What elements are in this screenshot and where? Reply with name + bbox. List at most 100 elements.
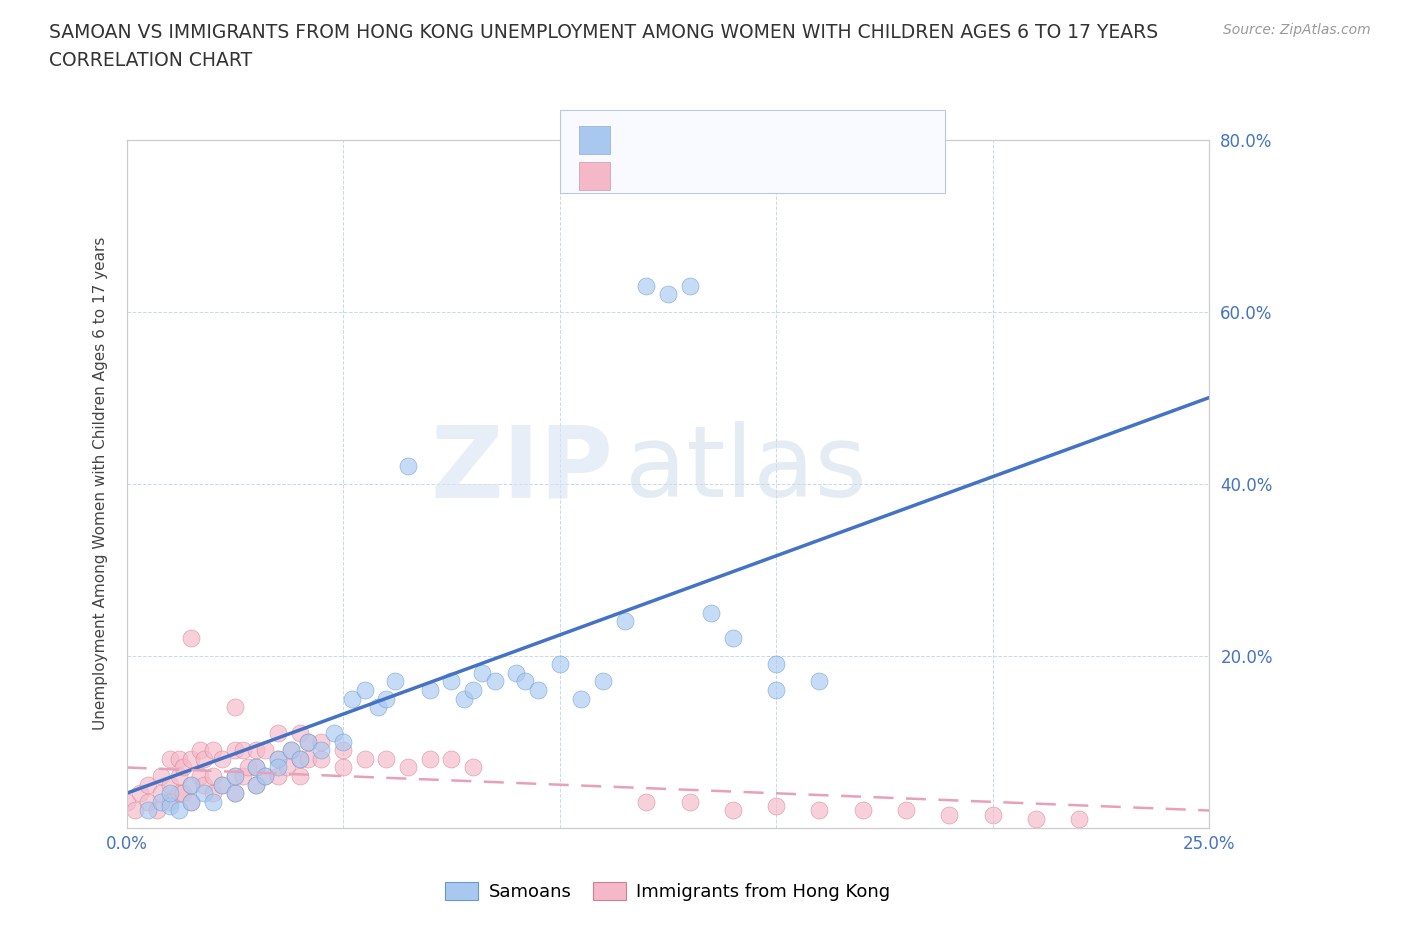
Point	[636, 278, 658, 293]
Point	[311, 751, 333, 766]
Point	[332, 735, 354, 750]
Point	[150, 768, 173, 783]
Legend: Samoans, Immigrants from Hong Kong: Samoans, Immigrants from Hong Kong	[437, 874, 898, 908]
Point	[484, 674, 506, 689]
Point	[396, 760, 419, 775]
Point	[136, 777, 159, 792]
Point	[211, 751, 233, 766]
Text: ZIP: ZIP	[430, 421, 614, 518]
Point	[453, 691, 475, 706]
Point	[1069, 812, 1091, 827]
Point	[245, 760, 267, 775]
Point	[527, 683, 550, 698]
Point	[419, 683, 441, 698]
Point	[159, 777, 181, 792]
Point	[267, 768, 290, 783]
Point	[202, 786, 225, 801]
Point	[232, 743, 254, 758]
Point	[353, 751, 375, 766]
Text: -0.122: -0.122	[666, 167, 731, 185]
Point	[569, 691, 592, 706]
Point	[808, 674, 831, 689]
Point	[150, 786, 173, 801]
Point	[267, 751, 290, 766]
Point	[513, 674, 536, 689]
Point	[657, 287, 679, 302]
Point	[613, 614, 636, 629]
Point	[136, 794, 159, 809]
Point	[808, 804, 831, 818]
Point	[267, 725, 290, 740]
Point	[167, 786, 190, 801]
Point	[297, 735, 319, 750]
Y-axis label: Unemployment Among Women with Children Ages 6 to 17 years: Unemployment Among Women with Children A…	[93, 237, 108, 730]
Point	[115, 794, 138, 809]
Point	[678, 278, 700, 293]
Point	[159, 799, 181, 814]
Point	[297, 735, 319, 750]
Text: CORRELATION CHART: CORRELATION CHART	[49, 51, 253, 70]
Point	[128, 786, 150, 801]
Point	[461, 760, 484, 775]
Point	[440, 674, 463, 689]
Text: atlas: atlas	[624, 421, 866, 518]
Point	[311, 735, 333, 750]
Point	[297, 751, 319, 766]
Point	[280, 743, 302, 758]
Point	[188, 768, 211, 783]
Point	[700, 605, 723, 620]
Point	[232, 768, 254, 783]
Point	[224, 768, 246, 783]
Point	[180, 751, 202, 766]
Point	[159, 751, 181, 766]
Point	[419, 751, 441, 766]
Point	[193, 786, 215, 801]
Point	[159, 794, 181, 809]
Point	[276, 760, 298, 775]
Point	[224, 743, 246, 758]
Point	[254, 743, 277, 758]
Point	[188, 743, 211, 758]
Point	[288, 751, 311, 766]
Point	[461, 683, 484, 698]
Point	[224, 786, 246, 801]
Point	[548, 657, 571, 671]
Text: SAMOAN VS IMMIGRANTS FROM HONG KONG UNEMPLOYMENT AMONG WOMEN WITH CHILDREN AGES : SAMOAN VS IMMIGRANTS FROM HONG KONG UNEM…	[49, 23, 1159, 42]
Point	[136, 804, 159, 818]
Point	[180, 777, 202, 792]
Point	[852, 804, 875, 818]
Point	[267, 760, 290, 775]
Point	[254, 768, 277, 783]
Point	[202, 794, 225, 809]
Point	[765, 657, 787, 671]
Point	[353, 683, 375, 698]
Point	[440, 751, 463, 766]
Point	[172, 760, 194, 775]
Point	[280, 743, 302, 758]
Point	[180, 631, 202, 646]
Point	[765, 799, 787, 814]
Point	[340, 691, 363, 706]
Text: Source: ZipAtlas.com: Source: ZipAtlas.com	[1223, 23, 1371, 37]
Point	[202, 743, 225, 758]
Point	[396, 459, 419, 474]
Point	[180, 794, 202, 809]
Point	[254, 768, 277, 783]
Point	[172, 786, 194, 801]
Point	[124, 804, 146, 818]
Point	[180, 794, 202, 809]
Point	[375, 751, 398, 766]
Point	[636, 794, 658, 809]
Point	[721, 631, 744, 646]
Point	[193, 777, 215, 792]
Point	[332, 760, 354, 775]
Point	[167, 751, 190, 766]
Point	[1025, 812, 1047, 827]
Point	[202, 768, 225, 783]
Point	[367, 700, 389, 715]
Point	[193, 751, 215, 766]
Point	[311, 743, 333, 758]
Point	[288, 768, 311, 783]
Point	[159, 786, 181, 801]
Point	[211, 777, 233, 792]
